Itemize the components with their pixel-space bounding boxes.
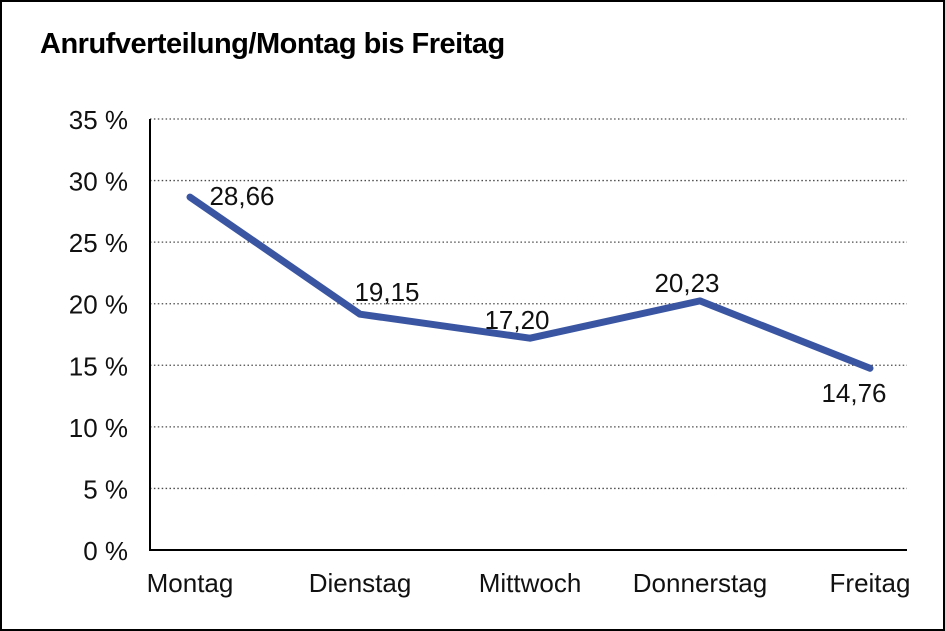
data-line <box>186 193 874 372</box>
data-label: 19,15 <box>354 277 419 307</box>
y-tick-label: 35 % <box>69 105 128 135</box>
data-label: 17,20 <box>484 305 549 335</box>
y-tick-label: 30 % <box>69 167 128 197</box>
x-category-label: Montag <box>147 568 234 598</box>
data-label: 14,76 <box>821 378 886 408</box>
x-category-label: Donnerstag <box>633 568 767 598</box>
y-tick-label: 15 % <box>69 351 128 381</box>
chart-title: Anrufverteilung/Montag bis Freitag <box>40 28 505 60</box>
data-label: 28,66 <box>209 181 274 211</box>
y-tick-label: 20 % <box>69 290 128 320</box>
x-category-label: Mittwoch <box>479 568 582 598</box>
y-tick-label: 25 % <box>69 228 128 258</box>
x-category-label: Freitag <box>830 568 911 598</box>
x-category-label: Dienstag <box>309 568 412 598</box>
data-label: 20,23 <box>654 268 719 298</box>
y-tick-label: 5 % <box>83 474 128 504</box>
y-tick-label: 0 % <box>83 536 128 566</box>
y-tick-label: 10 % <box>69 413 128 443</box>
